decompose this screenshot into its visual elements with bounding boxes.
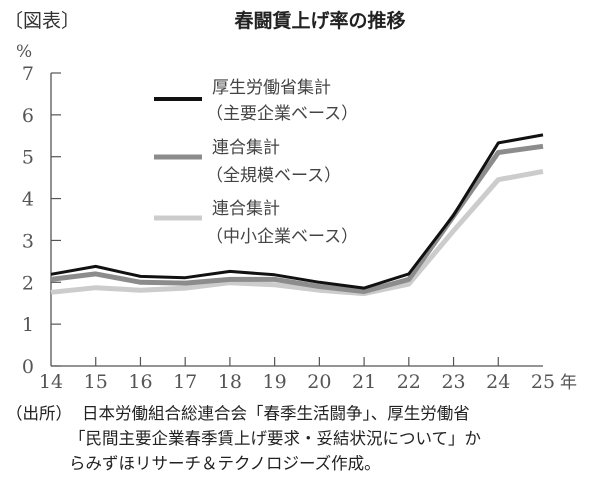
x-tick-label: 21 — [352, 371, 376, 393]
x-tick-label: 20 — [307, 371, 331, 393]
y-tick-label: 1 — [22, 314, 34, 336]
series-line — [50, 168, 544, 297]
chart-title: 春闘賃上げ率の推移 — [234, 10, 406, 32]
legend-label-line1: 厚生労働省集計 — [212, 78, 331, 98]
x-tick-label: 18 — [218, 371, 242, 393]
legend-label-line1: 連合集計 — [212, 199, 280, 219]
chart-series — [50, 133, 544, 297]
x-tick-label: 23 — [441, 371, 465, 393]
y-tick-label: 3 — [22, 230, 34, 252]
y-tick-label: 6 — [22, 105, 34, 127]
x-tick-label: 25 — [531, 371, 555, 393]
x-tick-label: 22 — [397, 371, 421, 393]
legend-label-line2: （全規模ベース） — [206, 166, 341, 186]
source-note: （出所） 日本労働組合総連合会「春季生活闘争」、厚生労働省 「民間主要企業春季賃上… — [6, 401, 596, 476]
legend-label-line1: 連合集計 — [212, 138, 280, 158]
x-tick-label: 15 — [84, 371, 108, 393]
y-unit-label: % — [16, 42, 32, 62]
source-line-2: 「民間主要企業春季賃上げ要求・妥結状況について」か — [69, 429, 482, 448]
x-tick-label: 16 — [128, 371, 152, 393]
x-tick-label: 24 — [486, 371, 510, 393]
source-label: （出所） — [6, 404, 72, 423]
x-tick-label: 17 — [173, 371, 197, 393]
series-line — [50, 133, 544, 290]
figure-label: 〔図表〕 — [4, 10, 81, 32]
source-line-3: らみずほリサーチ＆テクノロジーズ作成。 — [69, 454, 381, 473]
x-tick-label: 19 — [263, 371, 287, 393]
y-tick-label: 4 — [22, 189, 34, 211]
y-tick-label: 0 — [22, 356, 34, 378]
y-tick-label: 5 — [22, 147, 34, 169]
legend-label-line2: （中小企業ベース） — [206, 227, 358, 247]
x-unit-label: 年 — [560, 373, 577, 393]
legend-label-line2: （主要企業ベース） — [206, 104, 358, 124]
x-tick-label: 14 — [39, 371, 63, 393]
chart-legend: 厚生労働省集計 （主要企業ベース） 連合集計 （全規模ベース） 連合集計 （中小企業ベース… — [154, 78, 358, 247]
source-line-1: 日本労働組合総連合会「春季生活闘争」、厚生労働省 — [82, 404, 470, 423]
y-tick-label: 7 — [22, 63, 34, 85]
y-tick-label: 2 — [22, 272, 34, 294]
